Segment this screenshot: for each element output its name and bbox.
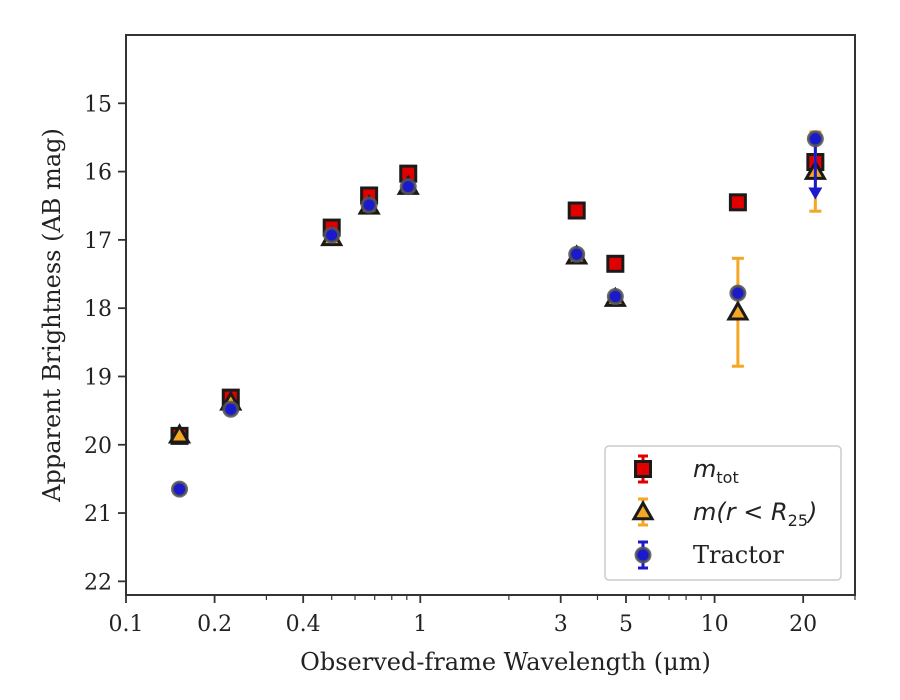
y-tick-label: 22 [84,570,112,595]
data-point [360,196,378,214]
series-1 [167,130,827,444]
data-point [729,284,747,302]
data-point [323,226,341,244]
data-point [568,245,586,263]
x-tick-label: 1 [413,612,427,637]
legend-label: m(r < R25) [693,498,817,530]
legend-item: m(r < R25) [631,497,817,530]
legend-marker [634,460,652,478]
data-point [728,193,747,212]
y-tick-label: 15 [84,92,112,117]
y-tick-label: 20 [84,434,112,459]
x-tick-label: 0.1 [109,612,144,637]
x-tick-label: 3 [554,612,568,637]
data-point [606,288,624,306]
data-point [567,201,586,220]
legend-marker [634,546,652,564]
legend: mtot m(r < R25) Tractor [604,445,842,581]
legend-item: Tractor [634,540,784,570]
series-0 [170,153,825,445]
y-axis-label: Apparent Brightness (AB mag) [38,128,66,503]
data-point [606,254,625,273]
legend-label: mtot [693,455,739,487]
upper-limit-arrow [808,187,823,200]
data-point [167,423,192,444]
x-tick-label: 0.4 [286,612,321,637]
data-point [726,300,750,321]
series-2 [171,130,824,498]
legend-box [604,445,842,581]
x-tick-label: 10 [701,612,729,637]
y-tick-label: 17 [84,229,112,254]
legend-marker [631,499,655,521]
data-point [399,178,417,196]
legend-label: Tractor [693,541,784,569]
x-axis-label: Observed-frame Wavelength (μm) [300,648,711,676]
y-tick-label: 18 [84,297,112,322]
y-tick-label: 19 [84,365,112,390]
y-tick-label: 21 [84,502,112,527]
x-tick-label: 0.2 [197,612,232,637]
data-point [806,130,824,148]
x-tick-label: 20 [789,612,817,637]
plot-frame [125,34,856,596]
data-point [171,480,189,498]
y-tick-label: 16 [84,161,112,186]
x-tick-label: 5 [619,612,633,637]
legend-item: mtot [634,454,739,487]
data-point [222,400,240,418]
